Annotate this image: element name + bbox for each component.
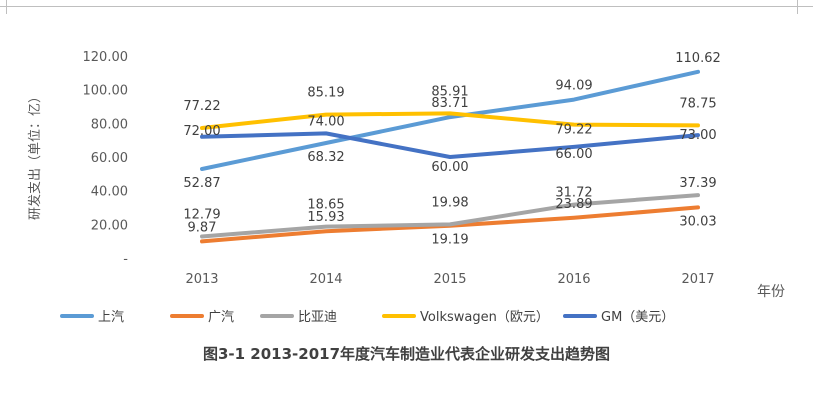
figure-caption: 图3-1 2013-2017年度汽车制造业代表企业研发支出趋势图 bbox=[202, 345, 611, 363]
data-label: 74.00 bbox=[307, 114, 344, 129]
data-label: 9.87 bbox=[188, 220, 217, 235]
legend: 上汽 广汽 比亚迪 Volkswagen（欧元） GM（美元） bbox=[60, 310, 674, 325]
series-line-4 bbox=[200, 131, 700, 159]
data-label: 66.00 bbox=[555, 147, 592, 162]
data-label: 110.62 bbox=[675, 51, 721, 66]
data-label: 31.72 bbox=[555, 186, 592, 201]
data-label: 68.32 bbox=[307, 150, 344, 165]
data-label: 19.98 bbox=[431, 195, 468, 210]
legend-item: 广汽 bbox=[170, 310, 234, 325]
data-labels: 52.87 68.32 83.71 94.09 110.62 9.87 15.93 19.19… bbox=[183, 51, 720, 248]
data-label: 23.89 bbox=[555, 197, 592, 212]
series-line-3 bbox=[200, 111, 700, 130]
document-border-right bbox=[797, 0, 798, 14]
x-tick-label: 2015 bbox=[433, 272, 466, 287]
series-line-0 bbox=[200, 69, 700, 171]
legend-item: 比亚迪 bbox=[260, 310, 337, 325]
data-label: 85.91 bbox=[431, 84, 468, 99]
data-label: 15.93 bbox=[307, 210, 344, 225]
series-line-2 bbox=[200, 193, 700, 239]
legend-label: Volkswagen（欧元） bbox=[420, 310, 549, 325]
y-axis-title-group: 研发支出（单位：亿） bbox=[27, 90, 43, 220]
x-tick-label: 2016 bbox=[557, 272, 590, 287]
data-label: 60.00 bbox=[431, 160, 468, 175]
document-border-top bbox=[0, 6, 813, 7]
y-tick-label: - bbox=[123, 252, 128, 267]
data-label: 18.65 bbox=[307, 198, 344, 213]
data-label: 73.00 bbox=[679, 128, 716, 143]
series-lines bbox=[200, 69, 700, 244]
data-label: 78.75 bbox=[679, 96, 716, 111]
x-tick-label: 2013 bbox=[185, 272, 218, 287]
data-label: 77.22 bbox=[183, 99, 220, 114]
y-tick-label: 20.00 bbox=[91, 218, 128, 233]
legend-label: GM（美元） bbox=[601, 310, 674, 325]
x-tick-labels: 2013 2014 2015 2016 2017 bbox=[185, 272, 714, 287]
x-tick-label: 2017 bbox=[681, 272, 714, 287]
line-chart: 研发支出（单位：亿） - 20.00 40.00 60.00 80.00 100.00 12… bbox=[27, 50, 785, 325]
data-label: 79.22 bbox=[555, 123, 592, 138]
y-tick-label: 80.00 bbox=[91, 117, 128, 132]
data-label: 37.39 bbox=[679, 176, 716, 191]
y-tick-label: 40.00 bbox=[91, 185, 128, 200]
data-label: 72.00 bbox=[183, 124, 220, 139]
y-tick-label: 100.00 bbox=[83, 84, 129, 99]
data-label: 52.87 bbox=[183, 176, 220, 191]
data-label: 19.19 bbox=[431, 233, 468, 248]
legend-label: 比亚迪 bbox=[298, 310, 337, 325]
data-label: 85.19 bbox=[307, 86, 344, 101]
document-border-left bbox=[6, 0, 7, 14]
data-label: 83.71 bbox=[431, 96, 468, 111]
legend-label: 上汽 bbox=[98, 310, 124, 325]
legend-item: 上汽 bbox=[60, 310, 124, 325]
legend-item: GM（美元） bbox=[563, 310, 674, 325]
data-label: 94.09 bbox=[555, 79, 592, 94]
data-label: 30.03 bbox=[679, 214, 716, 229]
legend-label: 广汽 bbox=[208, 310, 234, 325]
y-tick-label: 60.00 bbox=[91, 151, 128, 166]
x-tick-label: 2014 bbox=[309, 272, 342, 287]
y-axis-title: 研发支出（单位：亿） bbox=[27, 90, 43, 220]
y-tick-labels: - 20.00 40.00 60.00 80.00 100.00 120.00 bbox=[83, 50, 129, 267]
x-axis-title: 年份 bbox=[757, 284, 785, 300]
legend-item: Volkswagen（欧元） bbox=[382, 310, 549, 325]
y-tick-label: 120.00 bbox=[83, 50, 129, 65]
data-label: 12.79 bbox=[183, 207, 220, 222]
